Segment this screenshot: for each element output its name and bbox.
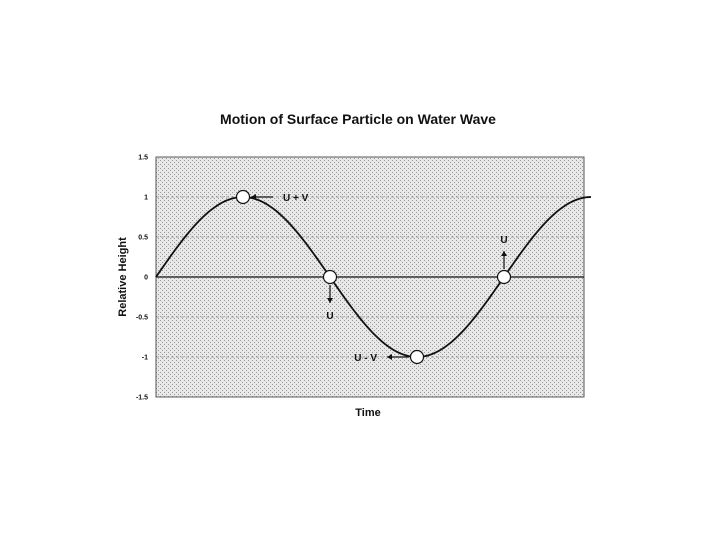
chart-title: Motion of Surface Particle on Water Wave bbox=[220, 111, 496, 127]
particle-marker: U - V bbox=[354, 349, 425, 365]
particle-dot bbox=[496, 269, 512, 285]
y-tick-label: -1.5 bbox=[136, 395, 148, 402]
y-tick-label: 1.5 bbox=[138, 155, 148, 162]
y-tick-label: 0.5 bbox=[138, 235, 148, 242]
y-axis: 1.5 1 0.5 0 -0.5 -1 -1.5 bbox=[136, 155, 148, 402]
particle-dot bbox=[322, 269, 338, 285]
particle-marker: U bbox=[322, 269, 338, 322]
grid-lines bbox=[156, 156, 584, 398]
particle-dot bbox=[409, 349, 425, 365]
particle-marker: U bbox=[496, 235, 512, 285]
arrow-head bbox=[501, 251, 507, 256]
particle-marker: U + V bbox=[235, 189, 309, 205]
arrow-head bbox=[251, 194, 256, 200]
y-tick-label: 0 bbox=[144, 275, 148, 282]
y-tick-label: 1 bbox=[144, 195, 148, 202]
x-axis-label: Time bbox=[355, 407, 380, 419]
marker-label: U + V bbox=[283, 193, 309, 204]
y-tick-label: -1 bbox=[142, 355, 148, 362]
wave-curve bbox=[155, 196, 592, 358]
y-tick-label: -0.5 bbox=[136, 315, 148, 322]
particle-dot bbox=[235, 189, 251, 205]
marker-label: U bbox=[326, 311, 333, 322]
marker-label: U bbox=[500, 235, 507, 246]
arrow-head bbox=[387, 354, 392, 360]
marker-label: U - V bbox=[354, 353, 377, 364]
arrow-head bbox=[327, 298, 333, 303]
particle-markers: U + V U U - V U bbox=[235, 189, 512, 365]
y-axis-label: Relative Height bbox=[117, 237, 129, 317]
